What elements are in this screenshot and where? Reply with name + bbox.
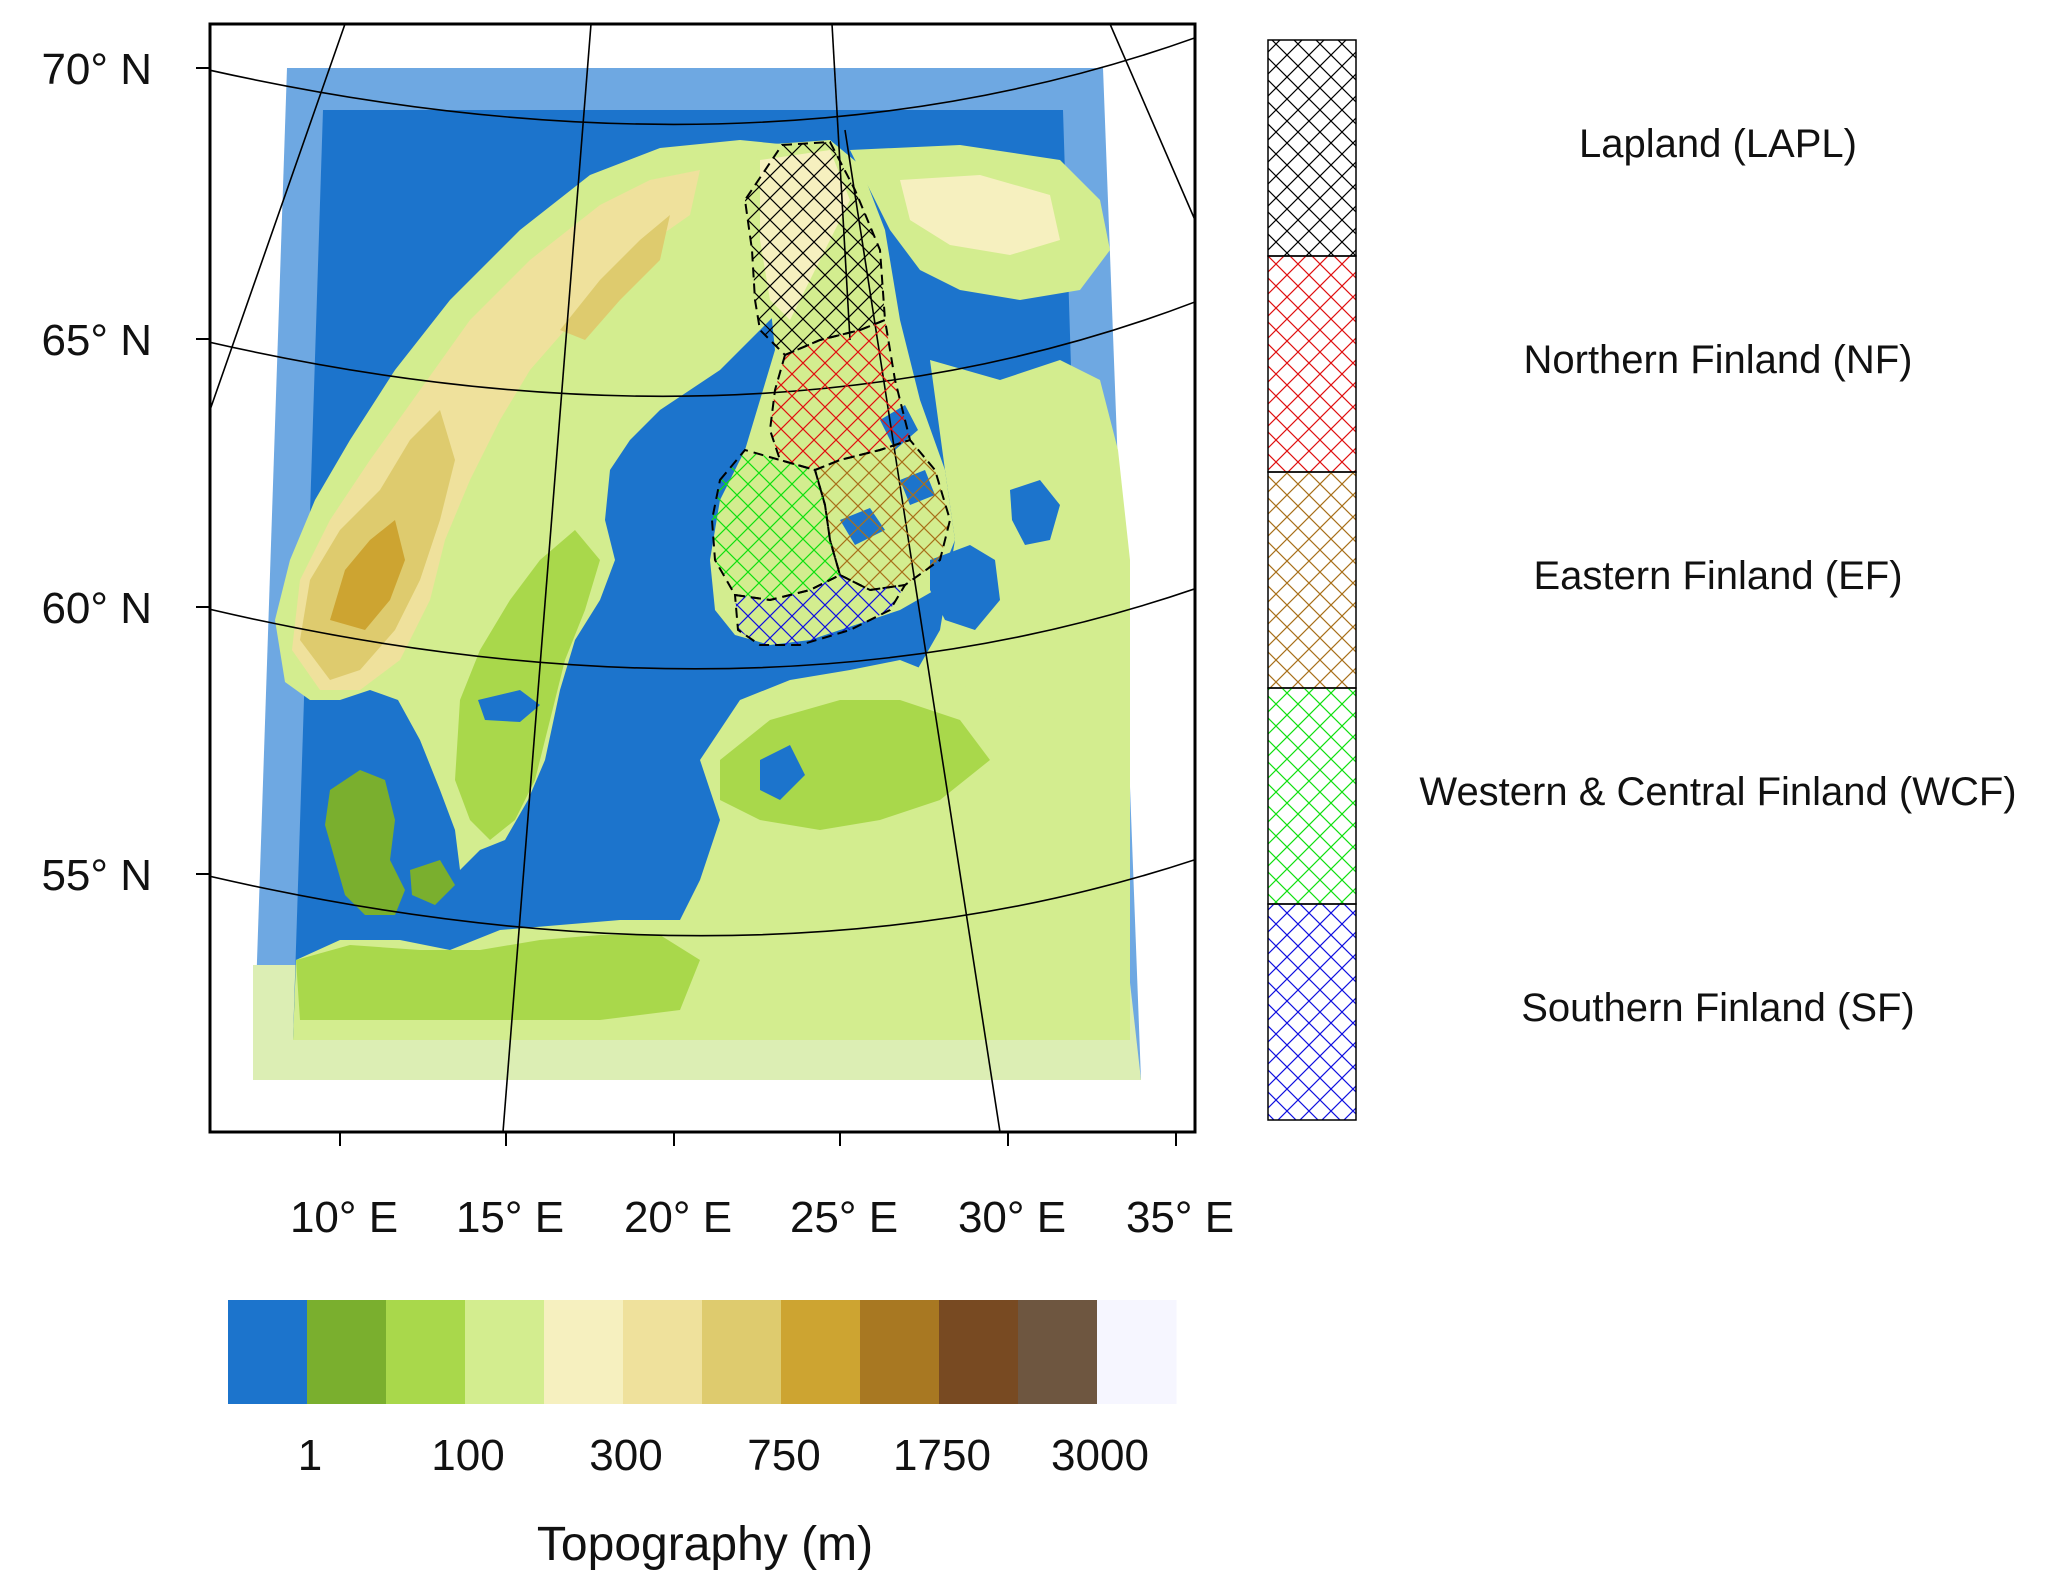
- legend-label-ef: Eastern Finland (EF): [1533, 554, 1902, 598]
- lon-label-10: 10° E: [290, 1193, 398, 1242]
- norway-high-peaks: [330, 520, 405, 630]
- legend-swatch-sf: [1267, 903, 1357, 1121]
- colorbar-tick-1: 1: [298, 1431, 322, 1480]
- kola-uplands: [900, 175, 1060, 255]
- legend-label-wcf: Western & Central Finland (WCF): [1419, 770, 2016, 814]
- scandinavia-land: [275, 140, 840, 870]
- colorbar-box-9: [939, 1300, 1019, 1404]
- lon-label-30: 30° E: [958, 1193, 1066, 1242]
- region-hatch-wcf: [710, 448, 842, 602]
- graticule-lat-65: [210, 301, 1195, 398]
- gulf-of-riga: [760, 745, 805, 800]
- legend-label-nf: Northern Finland (NF): [1523, 338, 1912, 382]
- colorbar-title: Topography (m): [537, 1518, 873, 1571]
- danish-islands: [410, 860, 455, 905]
- legend-label-lapl: Lapland (LAPL): [1579, 122, 1857, 166]
- colorbar-box-5: [623, 1300, 703, 1404]
- region-hatch-sf: [733, 573, 907, 646]
- graticule-lon-5: [210, 24, 346, 411]
- map-frame: [208, 22, 1197, 1134]
- baltic-lowlands: [720, 700, 990, 830]
- colorbar-boxes: [228, 1300, 1177, 1404]
- colorbar-box-1: [307, 1300, 387, 1404]
- colorbar-box-6: [702, 1300, 782, 1404]
- colorbar-tick-1750: 1750: [893, 1431, 991, 1480]
- legend-swatch-wcf: [1267, 687, 1357, 905]
- longitude-labels: 10° E 15° E 20° E 25° E 30° E 35° E: [290, 1132, 1234, 1242]
- region-hatch-ef: [813, 438, 952, 592]
- colorbar-tick-100: 100: [431, 1431, 504, 1480]
- colorbar-box-11: [1097, 1300, 1177, 1404]
- graticule-lat-55: [210, 858, 1195, 937]
- norway-north-mountains: [560, 215, 670, 340]
- graticule-lat-70: [210, 36, 1195, 126]
- graticule-lon-35: [1109, 24, 1195, 221]
- graticule-lon-15: [502, 24, 592, 1132]
- colorbar-box-3: [465, 1300, 545, 1404]
- lake-ladoga: [930, 545, 1000, 630]
- lon-label-15: 15° E: [456, 1193, 564, 1242]
- lat-label-55: 55° N: [41, 851, 152, 900]
- topography-colorbar: 1 100 300 750 1750 3000 Topography (m): [228, 1300, 1177, 1571]
- colorbar-tick-3000: 3000: [1051, 1431, 1149, 1480]
- denmark-land: [325, 770, 405, 915]
- legend-swatch-nf: [1267, 255, 1357, 473]
- colorbar-tick-labels: 1 100 300 750 1750 3000: [298, 1431, 1149, 1480]
- legend-label-sf: Southern Finland (SF): [1521, 986, 1915, 1030]
- sweden-lake-2: [560, 682, 612, 705]
- legend-swatch-lapl: [1267, 39, 1357, 257]
- lon-label-20: 20° E: [624, 1193, 732, 1242]
- colorbar-box-2: [386, 1300, 466, 1404]
- lat-label-65: 65° N: [41, 316, 152, 365]
- map-panel: 70° N 65° N 60° N 55° N 10° E 15° E 20° …: [41, 22, 1234, 1242]
- region-legend-labels: Lapland (LAPL) Northern Finland (NF) Eas…: [1419, 122, 2016, 1030]
- north-german-plain: [296, 935, 700, 1020]
- lat-label-70: 70° N: [41, 45, 152, 94]
- lake-onega: [1010, 480, 1060, 545]
- lon-label-35: 35° E: [1126, 1193, 1234, 1242]
- lat-label-60: 60° N: [41, 584, 152, 633]
- colorbar-box-7: [781, 1300, 861, 1404]
- legend-swatch-ef: [1267, 471, 1357, 689]
- colorbar-tick-300: 300: [589, 1431, 662, 1480]
- sweden-lakes: [478, 690, 540, 722]
- colorbar-box-0: [228, 1300, 308, 1404]
- region-legend-swatches: [1267, 39, 1357, 1121]
- lon-label-25: 25° E: [790, 1193, 898, 1242]
- sweden-lowlands: [455, 530, 600, 840]
- colorbar-box-4: [544, 1300, 624, 1404]
- region-legend: Lapland (LAPL) Northern Finland (NF) Eas…: [1267, 39, 2017, 1121]
- colorbar-tick-750: 750: [747, 1431, 820, 1480]
- colorbar-box-8: [860, 1300, 940, 1404]
- latitude-labels: 70° N 65° N 60° N 55° N: [41, 45, 210, 900]
- graticule-lat-60: [210, 587, 1195, 670]
- colorbar-box-10: [1018, 1300, 1098, 1404]
